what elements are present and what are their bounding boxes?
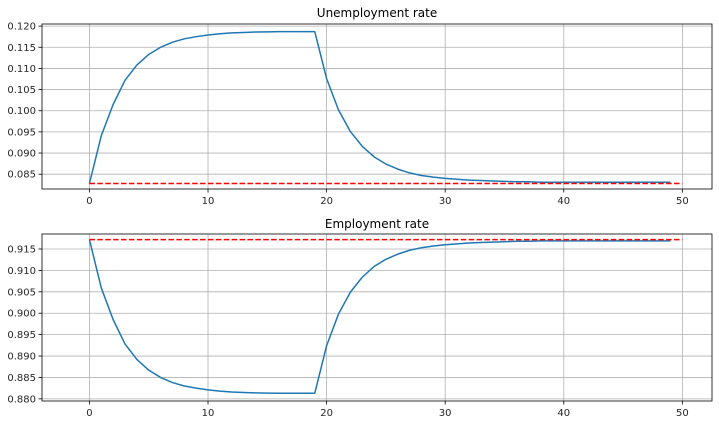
series-line xyxy=(88,30,671,184)
x-tick-label: 30 xyxy=(439,196,452,207)
y-tick-label: 0.100 xyxy=(7,106,36,117)
y-tick-label: 0.915 xyxy=(7,244,36,255)
x-tick-label: 10 xyxy=(202,196,215,207)
x-tick-label: 20 xyxy=(320,408,333,419)
y-tick-label: 0.900 xyxy=(7,309,36,320)
y-tick-label: 0.890 xyxy=(7,352,36,363)
series-line xyxy=(88,239,671,395)
y-tick-label: 0.115 xyxy=(7,43,36,54)
y-tick-label: 0.905 xyxy=(7,287,36,298)
y-tick-label: 0.120 xyxy=(7,22,36,33)
y-tick-label: 0.090 xyxy=(7,149,36,160)
x-tick-label: 20 xyxy=(320,196,333,207)
x-tick-label: 50 xyxy=(676,408,689,419)
y-tick-label: 0.095 xyxy=(7,127,36,138)
plot-frame xyxy=(41,233,713,402)
unemployment-rate-chart: Unemployment rate 0 10 20 30 40 50 0.085 0.090 0… xyxy=(7,6,713,207)
y-tick-label: 0.110 xyxy=(7,64,36,75)
plot-frame xyxy=(41,23,713,190)
y-tick-label: 0.895 xyxy=(7,330,36,341)
x-tick-label: 40 xyxy=(557,196,570,207)
x-tick-label: 50 xyxy=(676,196,689,207)
y-tick-label: 0.910 xyxy=(7,266,36,277)
x-tick-label: 30 xyxy=(439,408,452,419)
y-tick-label: 0.885 xyxy=(7,373,36,384)
x-tick-label: 0 xyxy=(86,408,92,419)
y-tick-label: 0.085 xyxy=(7,170,36,181)
x-tick-label: 40 xyxy=(557,408,570,419)
chart-title: Unemployment rate xyxy=(317,6,437,20)
employment-rate-chart: Employment rate 0 10 20 30 40 50 0.880 0.885 0.8… xyxy=(7,217,713,419)
x-tick-label: 0 xyxy=(86,196,92,207)
y-tick-label: 0.880 xyxy=(7,394,36,405)
chart-title: Employment rate xyxy=(325,217,429,231)
y-tick-label: 0.105 xyxy=(7,85,36,96)
x-tick-label: 10 xyxy=(202,408,215,419)
